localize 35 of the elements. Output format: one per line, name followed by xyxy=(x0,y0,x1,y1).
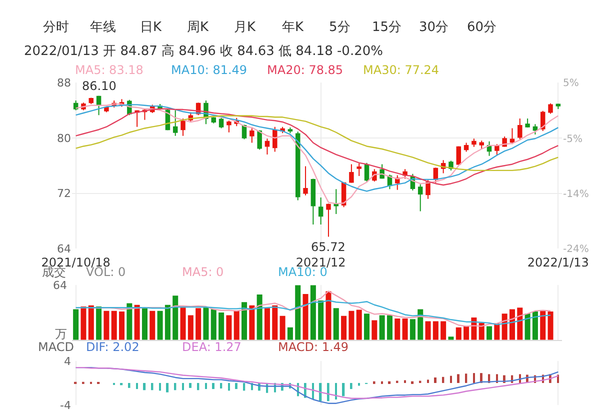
text: 60分 xyxy=(467,20,497,35)
series-label: DIF: 2.02 xyxy=(86,340,140,354)
y-tick-label: 64 xyxy=(57,242,71,256)
y2-tick-label: -5% xyxy=(563,134,582,145)
y-tick-label: 72 xyxy=(57,187,71,200)
y2-tick-label: 5% xyxy=(563,78,579,90)
text: 周K xyxy=(187,20,209,35)
chart-title: 2022/01/13 开 84.87 高 84.96 收 84.63 低 84.18 -0.20% xyxy=(24,43,383,59)
y2-tick-label: -14% xyxy=(563,188,589,200)
y-tick-label: 88 xyxy=(57,76,71,90)
y-tick-label: -4 xyxy=(60,398,71,412)
text: MA5: 0 xyxy=(182,265,224,279)
chart-title: 成交 xyxy=(42,265,66,279)
text: 分时 xyxy=(43,20,69,35)
text: 30分 xyxy=(419,20,449,35)
text: MA10: 81.49 xyxy=(171,63,248,77)
text: 日K xyxy=(140,20,162,35)
text: MACD: 1.49 xyxy=(278,340,349,354)
text: 15分 xyxy=(372,20,402,35)
series-label: DEA: 1.27 xyxy=(182,340,242,354)
text: 月K xyxy=(234,20,256,35)
x-tick-label: 2022/1/13 xyxy=(527,256,589,270)
y-axis-title: 万 xyxy=(55,327,67,341)
y2-tick-label: -24% xyxy=(563,244,589,256)
annotation: 86.10 xyxy=(82,79,116,93)
annotation: 65.72 xyxy=(311,240,346,254)
text: 年线 xyxy=(90,20,116,35)
y-tick-label: 4 xyxy=(64,354,71,368)
text: MA30: 77.24 xyxy=(363,63,440,77)
text: 年K xyxy=(282,20,304,35)
chart-title: MACD xyxy=(38,340,74,354)
text: 5分 xyxy=(329,20,350,35)
text: MA20: 78.85 xyxy=(267,63,344,77)
text: MA5: 83.18 xyxy=(75,63,144,77)
y-tick-label: 80 xyxy=(57,132,71,145)
